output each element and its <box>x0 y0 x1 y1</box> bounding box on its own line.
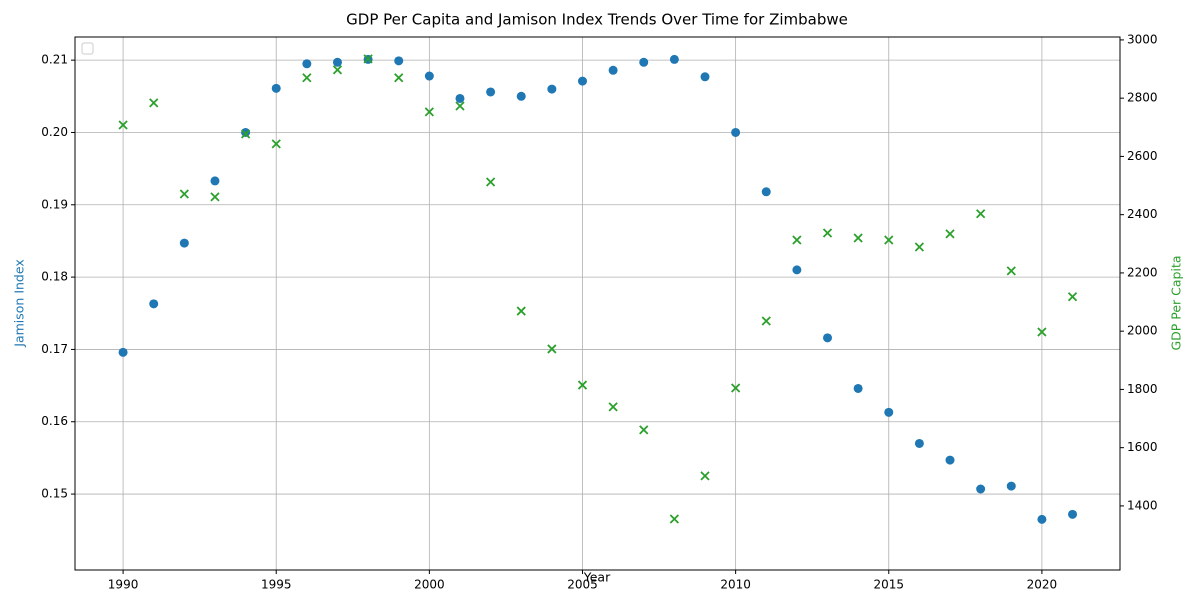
point <box>486 87 496 97</box>
point <box>485 177 496 187</box>
point <box>976 484 986 494</box>
grid: 1990 1995 2000 2005 2010 2015 2020 0.15 0.16 0.17… <box>41 32 1157 591</box>
x-tick-label: 2000 <box>414 578 445 592</box>
point <box>608 402 618 412</box>
point <box>608 65 618 75</box>
y2-tick-label: 2200 <box>1127 265 1158 279</box>
x-tick-label: 2010 <box>720 578 751 592</box>
point <box>1037 514 1047 524</box>
y2-tick-label: 2400 <box>1127 207 1158 221</box>
x-tick-label: 1995 <box>261 578 292 592</box>
point <box>945 229 955 239</box>
point <box>639 57 649 67</box>
point <box>118 347 128 357</box>
point <box>240 129 251 139</box>
x-tick-label: 1990 <box>108 578 139 592</box>
point <box>730 383 741 393</box>
point <box>1006 266 1016 276</box>
point <box>669 514 680 524</box>
point <box>577 76 587 86</box>
point <box>363 54 373 64</box>
y-tick-label: 0.16 <box>41 414 68 428</box>
point <box>700 72 710 82</box>
x-tick-label: 2015 <box>873 578 904 592</box>
marks <box>118 54 1078 524</box>
point <box>731 127 741 137</box>
y2-tick-label: 2000 <box>1127 324 1158 338</box>
point <box>945 455 955 465</box>
y2-axis-label: GDP Per Capita <box>1169 255 1184 350</box>
y-tick-label: 0.18 <box>41 270 68 284</box>
y2-tick-label: 2800 <box>1127 91 1158 105</box>
point <box>1067 292 1078 302</box>
y2-tick-label: 2600 <box>1127 149 1158 163</box>
point <box>884 407 894 417</box>
point <box>700 471 710 481</box>
point <box>976 209 986 219</box>
point <box>455 101 465 111</box>
point <box>179 238 189 248</box>
point <box>302 73 312 83</box>
point <box>1068 509 1078 519</box>
point <box>271 83 281 93</box>
x-tick-label: 2020 <box>1027 578 1058 592</box>
point <box>547 84 557 94</box>
y2-tick-label: 3000 <box>1127 32 1158 46</box>
point <box>669 54 679 64</box>
point <box>823 333 833 343</box>
point <box>271 139 281 149</box>
point <box>639 425 649 435</box>
x-tick-label: 2005 <box>567 578 598 592</box>
y2-tick-label: 1400 <box>1127 498 1158 512</box>
chart-title: GDP Per Capita and Jamison Index Trends … <box>346 11 848 29</box>
point <box>149 299 159 309</box>
y-tick-label: 0.20 <box>41 125 68 139</box>
point <box>1037 327 1047 337</box>
y2-tick-label: 1800 <box>1127 382 1158 396</box>
legend <box>81 42 94 55</box>
point <box>332 57 342 67</box>
point <box>792 235 802 245</box>
point <box>822 228 833 238</box>
y2-tick-label: 1600 <box>1127 440 1158 454</box>
point <box>884 235 894 245</box>
x-axis-label: Year <box>583 570 611 585</box>
point <box>394 73 404 83</box>
point <box>179 189 189 199</box>
point <box>516 306 526 316</box>
point <box>302 59 312 69</box>
point <box>210 192 220 202</box>
point <box>118 120 128 130</box>
point <box>241 127 251 137</box>
y-tick-label: 0.15 <box>41 487 68 501</box>
point <box>761 187 771 197</box>
y-axis-label: Jamison Index <box>12 259 27 347</box>
point <box>914 438 924 448</box>
point <box>853 383 863 393</box>
point <box>149 98 159 108</box>
point <box>577 380 588 390</box>
y-tick-label: 0.21 <box>41 53 68 67</box>
point <box>516 91 526 101</box>
point <box>792 265 802 275</box>
point <box>914 242 925 252</box>
point <box>394 56 404 66</box>
point <box>332 65 343 75</box>
y-tick-label: 0.17 <box>41 342 68 356</box>
point <box>424 71 434 81</box>
point <box>1006 481 1016 491</box>
point <box>210 176 220 186</box>
point <box>455 93 465 103</box>
y-tick-label: 0.19 <box>41 197 68 211</box>
point <box>424 107 434 117</box>
point <box>547 344 557 354</box>
point <box>853 233 863 243</box>
plot-frame <box>74 36 1121 571</box>
point <box>761 316 771 326</box>
